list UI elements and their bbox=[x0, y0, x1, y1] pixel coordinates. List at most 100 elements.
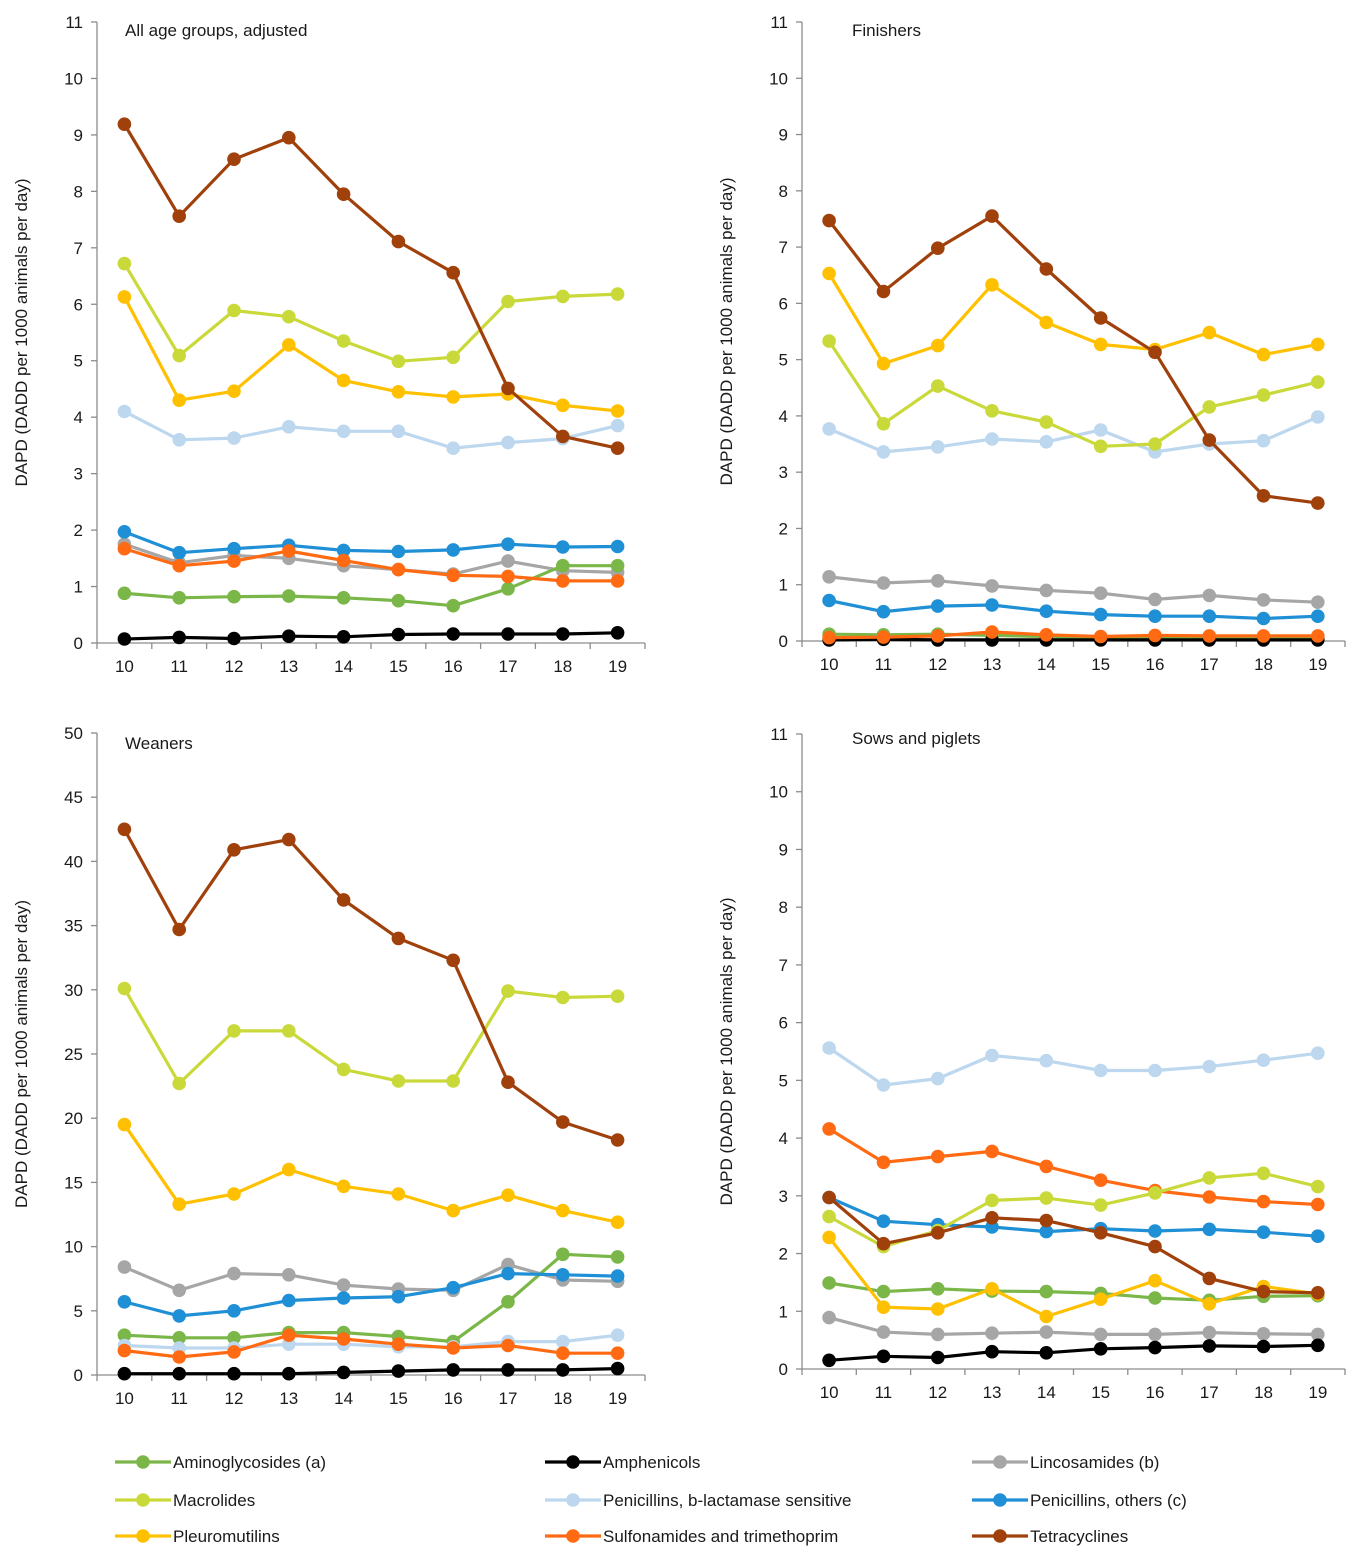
data-point bbox=[1256, 489, 1271, 503]
series-line bbox=[827, 1171, 1320, 1249]
data-point bbox=[336, 1365, 351, 1380]
data-point bbox=[876, 1155, 891, 1170]
data-point bbox=[822, 630, 836, 645]
legend-label: Sulfonamides and trimethoprim bbox=[603, 1527, 838, 1546]
data-point bbox=[931, 1226, 945, 1240]
y-tick-label: 8 bbox=[74, 182, 83, 201]
data-point bbox=[1039, 1159, 1054, 1174]
data-point bbox=[1039, 1224, 1054, 1239]
series-line bbox=[122, 530, 620, 555]
data-point bbox=[1202, 433, 1217, 447]
data-point bbox=[391, 1074, 406, 1088]
data-point bbox=[610, 441, 625, 456]
data-point bbox=[117, 404, 132, 419]
data-point bbox=[282, 309, 296, 324]
series-tetracyclines bbox=[117, 822, 625, 1147]
legend-item-sulfonamides-and-trimethoprim: Sulfonamides and trimethoprim bbox=[545, 1527, 838, 1546]
data-point bbox=[1148, 1239, 1162, 1254]
data-point bbox=[446, 598, 461, 613]
data-point bbox=[1256, 1339, 1271, 1354]
y-tick-label: 1 bbox=[74, 578, 83, 597]
data-point bbox=[556, 398, 570, 413]
data-point bbox=[1039, 1284, 1054, 1299]
data-point bbox=[1039, 415, 1054, 429]
data-point bbox=[1093, 1342, 1108, 1356]
data-point bbox=[822, 1230, 836, 1245]
y-tick-label: 9 bbox=[779, 126, 788, 145]
data-point bbox=[172, 209, 186, 223]
data-point bbox=[117, 632, 132, 646]
x-tick-label: 19 bbox=[608, 657, 627, 676]
x-tick-label: 15 bbox=[389, 657, 408, 676]
x-tick-label: 16 bbox=[444, 1389, 463, 1408]
data-point bbox=[1256, 1327, 1271, 1341]
data-point bbox=[985, 432, 999, 446]
panel-weaners: 0 5 10 15 20 25 30 35 40 45 50 10 11 12 13 14 15 16 17 18 19… bbox=[12, 724, 646, 1408]
legend-label: Amphenicols bbox=[603, 1453, 700, 1472]
data-point bbox=[227, 1331, 241, 1345]
series-line bbox=[827, 1195, 1320, 1295]
data-point bbox=[985, 1211, 999, 1225]
y-tick-label: 4 bbox=[74, 408, 83, 427]
series-line bbox=[122, 295, 620, 413]
data-point bbox=[931, 1149, 945, 1164]
data-point bbox=[931, 338, 945, 353]
data-point bbox=[1148, 609, 1162, 623]
data-point bbox=[1311, 410, 1325, 424]
data-point bbox=[172, 433, 186, 447]
data-point bbox=[610, 1328, 625, 1342]
y-tick-label: 6 bbox=[779, 294, 788, 313]
y-tick-label: 10 bbox=[64, 1238, 83, 1257]
data-point bbox=[1202, 325, 1217, 340]
series-penicillins-b-lactamase-sensitive bbox=[117, 404, 625, 456]
data-point bbox=[931, 1327, 945, 1342]
legend-swatch-marker bbox=[566, 1455, 580, 1469]
data-point bbox=[1093, 1198, 1108, 1212]
data-point bbox=[446, 1074, 461, 1088]
data-point bbox=[1148, 437, 1162, 451]
x-tick-label: 18 bbox=[553, 1389, 572, 1408]
series-macrolides bbox=[822, 334, 1325, 454]
data-point bbox=[117, 290, 132, 304]
data-point bbox=[1039, 604, 1054, 618]
data-point bbox=[446, 953, 461, 968]
data-point bbox=[1148, 345, 1162, 360]
data-point bbox=[1256, 593, 1271, 607]
data-point bbox=[1202, 609, 1217, 623]
data-point bbox=[1148, 1327, 1162, 1342]
data-point bbox=[446, 1363, 461, 1377]
series-line bbox=[827, 339, 1320, 448]
series-line bbox=[122, 409, 620, 450]
data-point bbox=[172, 1076, 186, 1091]
data-point bbox=[172, 348, 186, 363]
series-lincosamides-b bbox=[117, 537, 625, 581]
data-point bbox=[985, 1193, 999, 1208]
data-point bbox=[1256, 1225, 1271, 1239]
y-tick-label: 11 bbox=[65, 13, 83, 32]
data-point bbox=[1202, 1325, 1217, 1340]
legend-swatch-marker bbox=[993, 1455, 1007, 1469]
data-point bbox=[117, 822, 132, 837]
x-tick-label: 12 bbox=[928, 1383, 947, 1402]
y-tick-label: 35 bbox=[64, 917, 83, 936]
legend-swatch-marker bbox=[993, 1529, 1007, 1543]
data-point bbox=[556, 429, 570, 444]
data-point bbox=[117, 256, 132, 271]
data-point bbox=[1093, 311, 1108, 325]
series-tetracyclines bbox=[822, 1190, 1325, 1300]
y-tick-label: 7 bbox=[74, 239, 83, 258]
series-amphenicols bbox=[822, 1338, 1325, 1368]
x-tick-label: 15 bbox=[389, 1389, 408, 1408]
data-point bbox=[985, 1282, 999, 1296]
x-tick-label: 17 bbox=[1200, 1383, 1219, 1402]
y-tick-label: 25 bbox=[64, 1045, 83, 1064]
data-point bbox=[985, 579, 999, 593]
legend-label: Penicillins, b-lactamase sensitive bbox=[603, 1491, 852, 1510]
data-point bbox=[172, 393, 186, 408]
y-tick-label: 0 bbox=[74, 1366, 83, 1385]
data-point bbox=[172, 1283, 186, 1298]
series-penicillins-others-c bbox=[822, 1190, 1325, 1243]
data-point bbox=[227, 303, 241, 318]
data-point bbox=[985, 625, 999, 639]
